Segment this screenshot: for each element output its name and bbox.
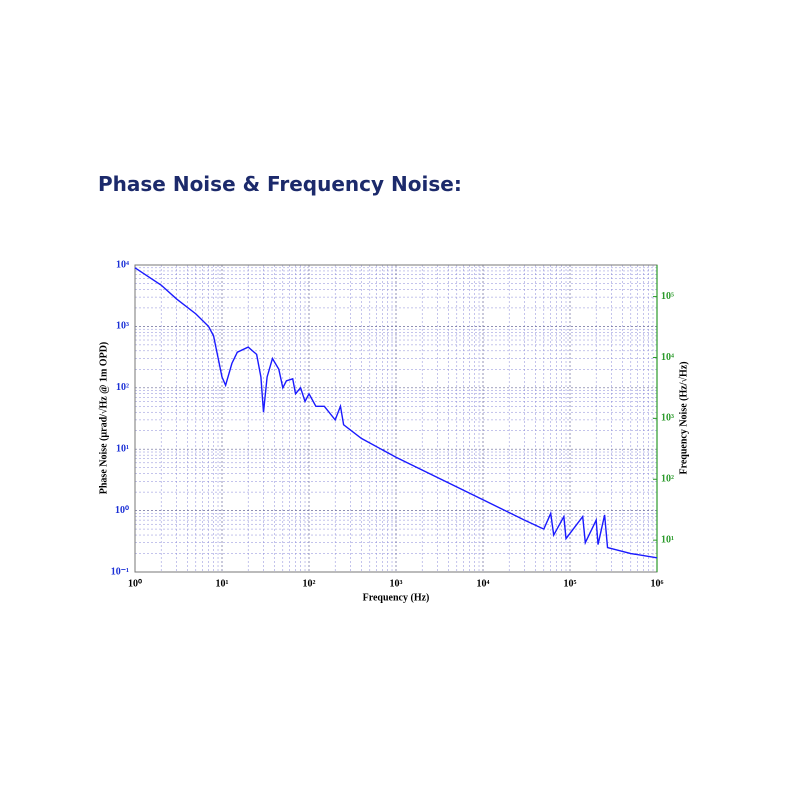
y2-tick-label: 10³ <box>661 413 674 424</box>
x-axis-label: Frequency (Hz) <box>363 592 430 603</box>
y2-axis-label: Frequency Noise (Hz/√Hz) <box>678 361 689 474</box>
y-tick-label: 10⁰ <box>115 505 129 516</box>
y-tick-label: 10³ <box>116 321 129 332</box>
x-tick-label: 10¹ <box>216 578 229 589</box>
y2-tick-label: 10⁵ <box>661 291 674 302</box>
y-tick-label: 10² <box>116 382 129 393</box>
x-tick-label: 10³ <box>390 578 403 589</box>
y-axis-label: Phase Noise (µrad/√Hz @ 1m OPD) <box>98 342 109 494</box>
y-tick-label: 10⁻¹ <box>111 566 129 577</box>
x-tick-label: 10⁵ <box>564 578 577 589</box>
x-tick-label: 10⁶ <box>651 578 664 589</box>
y2-tick-label: 10¹ <box>661 534 674 545</box>
data-line <box>134 267 658 559</box>
y-tick-label: 10⁴ <box>116 259 129 270</box>
heading: Phase Noise & Frequency Noise: <box>98 172 462 196</box>
y2-tick-label: 10⁴ <box>661 352 674 363</box>
y2-tick-label: 10² <box>661 474 674 485</box>
x-tick-label: 10⁰ <box>128 578 142 589</box>
x-tick-label: 10² <box>303 578 316 589</box>
y-tick-label: 10¹ <box>116 443 129 454</box>
x-tick-label: 10⁴ <box>477 578 490 589</box>
